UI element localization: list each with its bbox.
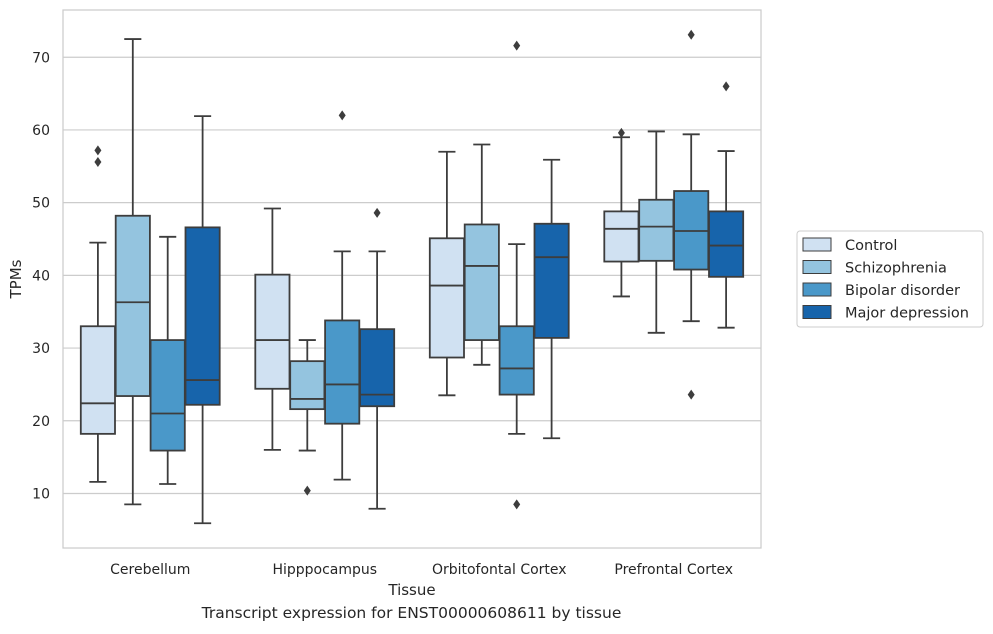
x-tick-label: Orbitofontal Cortex bbox=[432, 562, 567, 578]
box-iqr bbox=[114, 214, 151, 397]
box-control bbox=[254, 207, 291, 451]
box-bipolar-disorder bbox=[498, 40, 535, 510]
y-tick-label: 70 bbox=[32, 50, 50, 66]
box-iqr bbox=[289, 360, 326, 411]
legend-frame bbox=[796, 230, 984, 328]
legend-swatch bbox=[802, 260, 832, 274]
box-iqr bbox=[149, 339, 186, 452]
box-major-depression bbox=[533, 158, 570, 440]
x-axis-label: Tissue bbox=[387, 581, 435, 599]
box-iqr bbox=[184, 226, 221, 406]
box-iqr bbox=[428, 237, 465, 359]
box-iqr bbox=[254, 273, 291, 390]
box-iqr bbox=[359, 328, 396, 408]
box-control bbox=[428, 150, 465, 397]
y-tick-label: 30 bbox=[32, 341, 50, 357]
outlier-point bbox=[94, 145, 102, 156]
y-tick-label: 50 bbox=[32, 196, 50, 212]
outlier-point bbox=[373, 207, 381, 218]
legend-swatch bbox=[802, 282, 832, 297]
box-schizophrenia bbox=[114, 38, 151, 506]
x-tick-label: Hipppocampus bbox=[272, 562, 377, 578]
box-schizophrenia bbox=[289, 339, 326, 496]
box-control bbox=[603, 127, 640, 298]
box-iqr bbox=[603, 210, 640, 263]
outlier-point bbox=[617, 127, 625, 138]
legend-swatch bbox=[802, 305, 832, 319]
outlier-point bbox=[513, 499, 521, 510]
legend-label: Major depression bbox=[845, 306, 969, 322]
box-schizophrenia bbox=[463, 143, 500, 366]
box-iqr bbox=[79, 325, 116, 435]
box-control bbox=[79, 145, 116, 483]
box-major-depression bbox=[184, 115, 221, 525]
legend-label: Bipolar disorder bbox=[845, 283, 960, 299]
box-bipolar-disorder bbox=[149, 235, 186, 485]
outlier-point bbox=[338, 110, 346, 121]
legend-swatch bbox=[802, 237, 832, 252]
x-tick-label: Prefrontal Cortex bbox=[614, 562, 733, 578]
box-bipolar-disorder bbox=[673, 29, 710, 400]
box-iqr bbox=[324, 319, 361, 425]
outlier-point bbox=[722, 81, 730, 92]
y-tick-label: 40 bbox=[32, 268, 50, 284]
y-axis-label: TPMs bbox=[7, 259, 25, 299]
box-bipolar-disorder bbox=[324, 110, 361, 481]
y-tick-label: 60 bbox=[32, 123, 50, 139]
box-layer bbox=[79, 29, 745, 525]
legend-label: Control bbox=[845, 238, 897, 254]
outlier-point bbox=[513, 40, 521, 51]
y-tick-label: 10 bbox=[32, 486, 50, 502]
box-iqr bbox=[708, 210, 745, 278]
box-iqr bbox=[533, 222, 570, 339]
box-major-depression bbox=[708, 81, 745, 329]
box-iqr bbox=[638, 198, 675, 262]
x-tick-labels: Cerebellum Hipppocampus Orbitofontal Corte… bbox=[110, 562, 733, 578]
outlier-point bbox=[303, 485, 311, 496]
outlier-point bbox=[687, 29, 695, 40]
outlier-point bbox=[687, 389, 695, 400]
box-iqr bbox=[498, 325, 535, 396]
outlier-point bbox=[94, 156, 102, 167]
plot-frame bbox=[62, 9, 762, 549]
legend: Control Schizophrenia Bipolar disorder Majo… bbox=[796, 230, 984, 328]
x-tick-label: Cerebellum bbox=[110, 562, 190, 578]
y-tick-label: 20 bbox=[32, 414, 50, 430]
figure-caption: Transcript expression for ENST0000060861… bbox=[201, 604, 622, 622]
y-tick-labels: 10 20 30 40 50 60 70 bbox=[32, 50, 50, 502]
box-iqr bbox=[463, 223, 500, 341]
box-schizophrenia bbox=[638, 130, 675, 334]
box-major-depression bbox=[359, 207, 396, 510]
legend-label: Schizophrenia bbox=[845, 261, 947, 277]
